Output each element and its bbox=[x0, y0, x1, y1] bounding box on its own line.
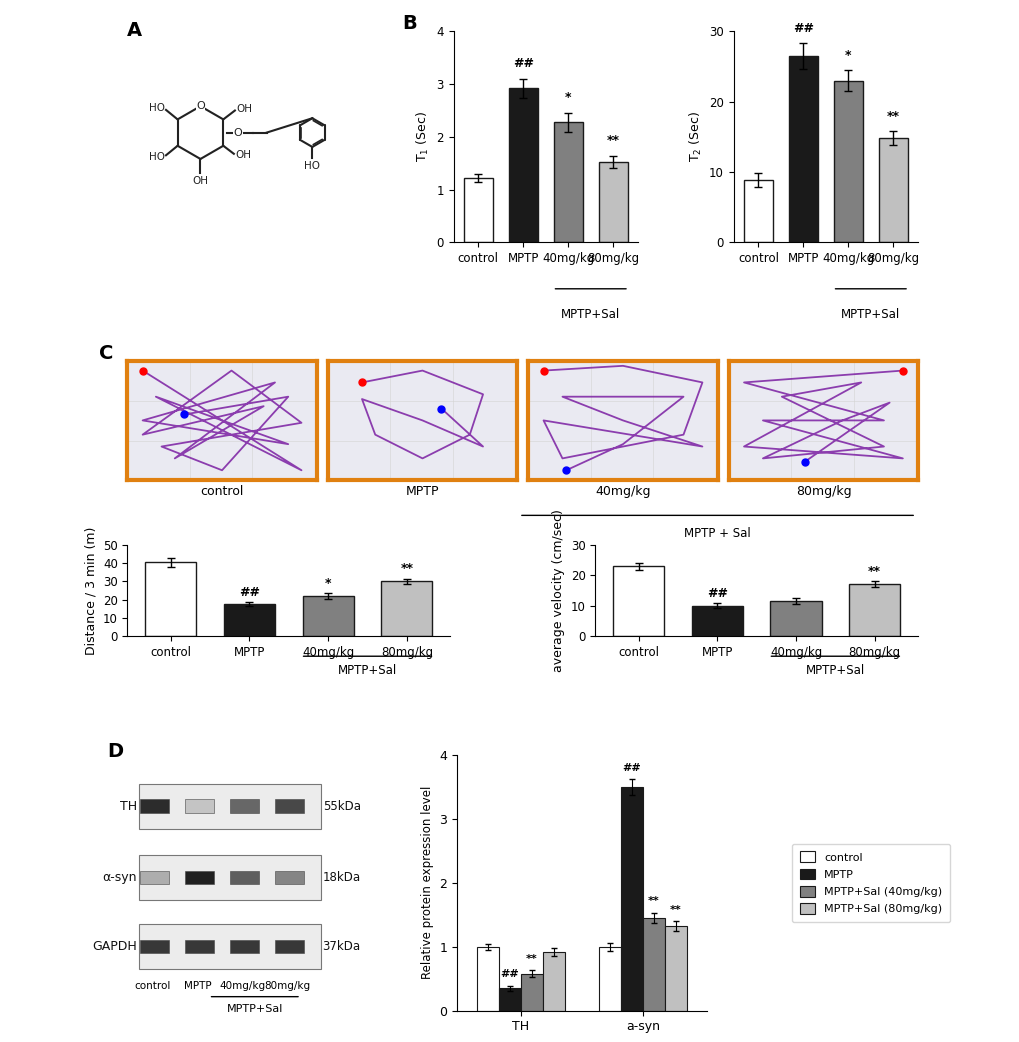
Text: **: ** bbox=[886, 109, 899, 123]
Bar bbox=[833, 80, 862, 243]
Y-axis label: T$_1$ (Sec): T$_1$ (Sec) bbox=[415, 111, 430, 163]
Bar bbox=[498, 989, 520, 1011]
Bar bbox=[520, 973, 542, 1011]
Bar bbox=[229, 871, 259, 885]
Bar bbox=[184, 871, 214, 885]
Text: MPTP+Sal: MPTP+Sal bbox=[805, 665, 864, 677]
Bar bbox=[139, 855, 321, 900]
Text: α-syn: α-syn bbox=[102, 871, 137, 885]
Text: 40mg/kg: 40mg/kg bbox=[219, 982, 265, 991]
Text: 18kDa: 18kDa bbox=[322, 871, 361, 885]
Bar bbox=[877, 139, 907, 243]
Bar bbox=[788, 56, 817, 243]
Bar bbox=[184, 799, 214, 813]
Text: ##: ## bbox=[499, 969, 519, 979]
Bar bbox=[476, 947, 498, 1011]
Bar bbox=[229, 799, 259, 813]
Bar bbox=[139, 784, 321, 828]
Text: *: * bbox=[565, 91, 571, 104]
Text: TH: TH bbox=[120, 799, 137, 813]
Text: **: ** bbox=[867, 565, 880, 577]
Text: **: ** bbox=[606, 134, 620, 147]
Bar bbox=[598, 947, 621, 1011]
Bar bbox=[184, 940, 214, 953]
Text: HO: HO bbox=[149, 103, 164, 114]
Text: **: ** bbox=[669, 904, 681, 915]
Bar bbox=[140, 940, 169, 953]
Bar bbox=[553, 122, 582, 243]
Text: MPTP + Sal: MPTP + Sal bbox=[684, 527, 750, 540]
Text: OH: OH bbox=[235, 150, 252, 159]
Bar bbox=[224, 604, 275, 637]
Text: control: control bbox=[135, 982, 170, 991]
Bar bbox=[274, 940, 304, 953]
Text: B: B bbox=[401, 15, 417, 33]
Bar bbox=[769, 601, 820, 637]
Text: **: ** bbox=[400, 562, 413, 575]
Text: MPTP+Sal: MPTP+Sal bbox=[337, 665, 396, 677]
Text: *: * bbox=[325, 576, 331, 590]
Y-axis label: T$_2$ (Sec): T$_2$ (Sec) bbox=[687, 111, 703, 163]
Text: **: ** bbox=[647, 896, 659, 907]
Text: HO: HO bbox=[304, 162, 320, 171]
Bar bbox=[274, 799, 304, 813]
Bar bbox=[145, 563, 197, 637]
Text: GAPDH: GAPDH bbox=[92, 940, 137, 953]
Text: MPTP+Sal: MPTP+Sal bbox=[560, 307, 620, 321]
Bar bbox=[542, 952, 565, 1011]
Text: MPTP+Sal: MPTP+Sal bbox=[226, 1003, 282, 1014]
Text: O: O bbox=[233, 127, 242, 138]
Text: OH: OH bbox=[236, 104, 252, 114]
Text: *: * bbox=[845, 49, 851, 61]
Y-axis label: Distance / 3 min (m): Distance / 3 min (m) bbox=[85, 526, 97, 654]
Bar bbox=[743, 180, 772, 243]
Text: D: D bbox=[107, 742, 123, 761]
Y-axis label: Relative protein expression level: Relative protein expression level bbox=[420, 786, 433, 979]
Bar bbox=[140, 871, 169, 885]
Bar bbox=[621, 787, 642, 1011]
Text: C: C bbox=[99, 345, 113, 364]
Text: A: A bbox=[126, 21, 142, 40]
Text: MPTP+Sal: MPTP+Sal bbox=[841, 307, 900, 321]
Bar bbox=[140, 799, 169, 813]
Text: ##: ## bbox=[706, 587, 728, 599]
Bar bbox=[139, 924, 321, 969]
Text: 55kDa: 55kDa bbox=[322, 799, 361, 813]
Bar bbox=[598, 163, 627, 243]
Text: OH: OH bbox=[193, 176, 208, 185]
Text: HO: HO bbox=[149, 152, 164, 162]
Bar bbox=[464, 178, 492, 243]
Bar bbox=[848, 585, 900, 637]
Bar bbox=[303, 596, 354, 637]
Text: ##: ## bbox=[238, 586, 260, 599]
Bar bbox=[508, 89, 537, 243]
Text: ##: ## bbox=[792, 22, 813, 34]
Text: **: ** bbox=[525, 954, 537, 964]
Text: 80mg/kg: 80mg/kg bbox=[264, 982, 310, 991]
X-axis label: control: control bbox=[200, 486, 244, 498]
Bar bbox=[612, 566, 663, 637]
Text: ##: ## bbox=[622, 763, 641, 773]
Text: O: O bbox=[196, 101, 205, 111]
X-axis label: 80mg/kg: 80mg/kg bbox=[795, 486, 851, 498]
Bar bbox=[381, 581, 432, 637]
Text: ##: ## bbox=[513, 57, 533, 70]
X-axis label: MPTP: MPTP bbox=[406, 486, 439, 498]
Bar bbox=[642, 918, 664, 1011]
X-axis label: 40mg/kg: 40mg/kg bbox=[595, 486, 650, 498]
Bar bbox=[229, 940, 259, 953]
Bar bbox=[274, 871, 304, 885]
Y-axis label: average velocity (cm/sec): average velocity (cm/sec) bbox=[551, 510, 565, 672]
Text: 37kDa: 37kDa bbox=[322, 940, 361, 953]
Text: MPTP: MPTP bbox=[183, 982, 211, 991]
Legend: control, MPTP, MPTP+Sal (40mg/kg), MPTP+Sal (80mg/kg): control, MPTP, MPTP+Sal (40mg/kg), MPTP+… bbox=[791, 844, 949, 922]
Bar bbox=[664, 926, 686, 1011]
Bar bbox=[691, 605, 742, 637]
